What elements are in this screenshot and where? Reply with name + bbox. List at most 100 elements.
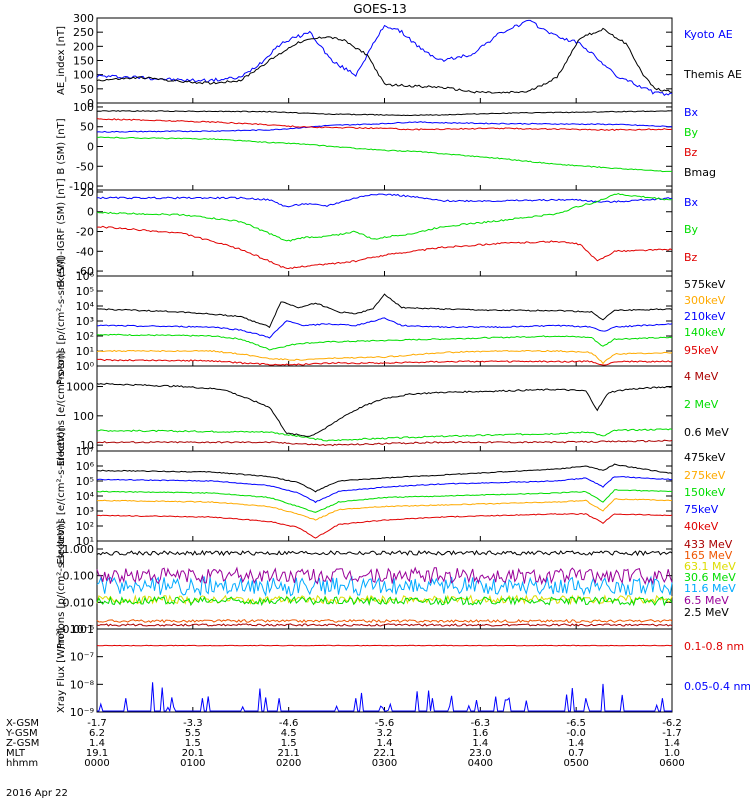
series-line-ae-1 [96,27,673,94]
legend-label-b_sm: Bx [684,106,699,119]
legend-label-ae: Themis AE [683,68,742,81]
xaxis-row-value: -5.6 [375,718,395,729]
ytick-label-b_sm: 100 [73,101,94,114]
ytick-label-electrons_kev: 10³ [76,505,94,518]
series-line-b_sm-3 [96,110,673,117]
series-line-xray-0 [96,644,673,647]
xaxis-row-value: 5.5 [185,728,201,739]
legend-label-b_igrf: Bz [684,251,698,264]
series-line-protons_mev-5 [96,566,673,586]
date-label: 2016 Apr 22 [6,788,68,799]
ytick-label-protons_mev: 0.010 [63,596,95,609]
panel-frame-ae [96,17,673,104]
legend-label-protons: 95keV [684,344,719,357]
ytick-label-protons: 10⁶ [76,270,95,283]
ytick-label-electrons_kev: 10⁴ [76,490,95,503]
legend-label-b_igrf: By [684,223,699,236]
xaxis-row-value: 1.4 [472,738,488,749]
series-line-protons-2 [96,317,673,339]
xaxis-row-value: 0500 [563,758,588,769]
series-line-protons-4 [97,358,673,366]
ytick-label-protons: 10⁵ [76,285,94,298]
legend-label-protons_mev: 433 MeV [684,538,733,551]
series-line-electrons_mev-1 [97,428,673,442]
series-line-protons_mev-4 [96,575,673,597]
ytick-label-protons: 10³ [76,315,94,328]
ytick-label-b_sm: 0 [87,141,94,154]
ytick-label-b_igrf: 0 [87,206,94,219]
legend-label-b_sm: Bmag [684,166,716,179]
ytick-label-protons_mev: 0.100 [63,570,95,583]
legend-label-b_sm: By [684,126,699,139]
series-line-protons-3 [96,333,673,351]
xaxis-row-value: 1.4 [89,738,105,749]
xaxis-row-value: 1.6 [472,728,488,739]
ytick-label-electrons_kev: 10⁶ [76,460,95,473]
ytick-label-protons_mev: 0.001 [63,623,95,636]
legend-label-protons: 210keV [684,310,726,323]
xaxis-row-value: 0000 [84,758,109,769]
ytick-label-b_sm: -100 [69,180,94,193]
ytick-label-electrons_kev: 10¹ [76,535,94,548]
legend-label-electrons_kev: 150keV [684,486,726,499]
legend-label-protons_mev: 165 MeV [684,549,733,562]
xaxis-row-value: 0600 [659,758,684,769]
legend-label-protons_mev: 30.6 MeV [684,571,736,584]
xaxis-row-value: -0.0 [566,728,586,739]
ylabel-protons_mev: Protons [p/(cm²-s-sr-keV)] [56,521,67,649]
ytick-label-protons: 10⁰ [76,360,95,373]
ylabel-electrons_mev: Electrons [e/(cm²-s-sr)] [56,351,67,467]
ytick-label-b_sm: -50 [76,160,94,173]
ytick-label-ae: 100 [73,69,94,82]
xaxis-row-value: 19.1 [86,748,108,759]
ytick-label-b_sm: 50 [80,121,94,134]
xaxis-row-value: -6.3 [471,718,491,729]
series-line-b_sm-2 [96,117,673,131]
legend-label-protons_mev: 11.6 MeV [684,582,736,595]
series-line-protons_mev-6 [96,549,673,557]
xaxis-row-value: 23.0 [469,748,491,759]
ytick-label-xray: 10⁻⁶ [70,623,95,636]
xaxis-row-value: 21.1 [278,748,300,759]
series-line-protons-0 [96,293,673,329]
xaxis-row-value: 1.4 [377,738,393,749]
ytick-label-ae: 250 [73,26,94,39]
legend-label-protons: 140keV [684,326,726,339]
legend-label-xray: 0.1-0.8 nm [684,640,744,653]
legend-label-electrons_mev: 4 MeV [684,370,719,383]
ytick-label-ae: 300 [73,12,94,25]
xaxis-row-value: -1.7 [662,728,682,739]
series-line-electrons_kev-1 [96,498,673,521]
legend-label-protons: 575keV [684,278,726,291]
xaxis-row-label: hhmm [6,758,38,769]
series-line-electrons_mev-2 [96,382,673,437]
legend-label-electrons_kev: 40keV [684,520,719,533]
ylabel-b_igrf: B (SM)-IGRF (SM) [nT] [56,178,67,287]
ytick-label-xray: 10⁻⁷ [70,651,94,664]
ytick-label-electrons_kev: 10² [76,520,94,533]
legend-label-b_sm: Bz [684,146,698,159]
panel-frame-b_sm [96,102,673,191]
series-line-b_igrf-1 [96,193,673,242]
series-line-electrons_kev-3 [96,476,673,504]
xaxis-row-value: 4.5 [281,728,297,739]
ytick-label-electrons_mev: 100 [73,410,94,423]
xaxis-row-value: -6.5 [566,718,586,729]
series-line-b_sm-1 [96,136,672,173]
panel-frame-electrons_mev [96,365,673,452]
ytick-label-protons: 10¹ [76,345,94,358]
ytick-label-protons: 10⁴ [76,300,95,313]
ytick-label-b_igrf: 20 [80,186,94,199]
legend-label-electrons_mev: 2 MeV [684,398,719,411]
ytick-label-b_igrf: -20 [76,226,94,239]
xaxis-row-value: 0100 [180,758,205,769]
ylabel-electrons_kev: Electrons [e/(cm²-s-sr-keV)] [56,427,67,564]
series-line-b_igrf-0 [96,193,673,208]
xaxis-row-value: 1.4 [568,738,584,749]
ytick-label-ae: 150 [73,55,94,68]
xaxis-row-value: 3.2 [377,728,393,739]
series-line-protons-1 [96,349,673,365]
ylabel-ae: AE_index [nT] [56,26,67,95]
ytick-label-electrons_mev: 1000 [66,381,94,394]
